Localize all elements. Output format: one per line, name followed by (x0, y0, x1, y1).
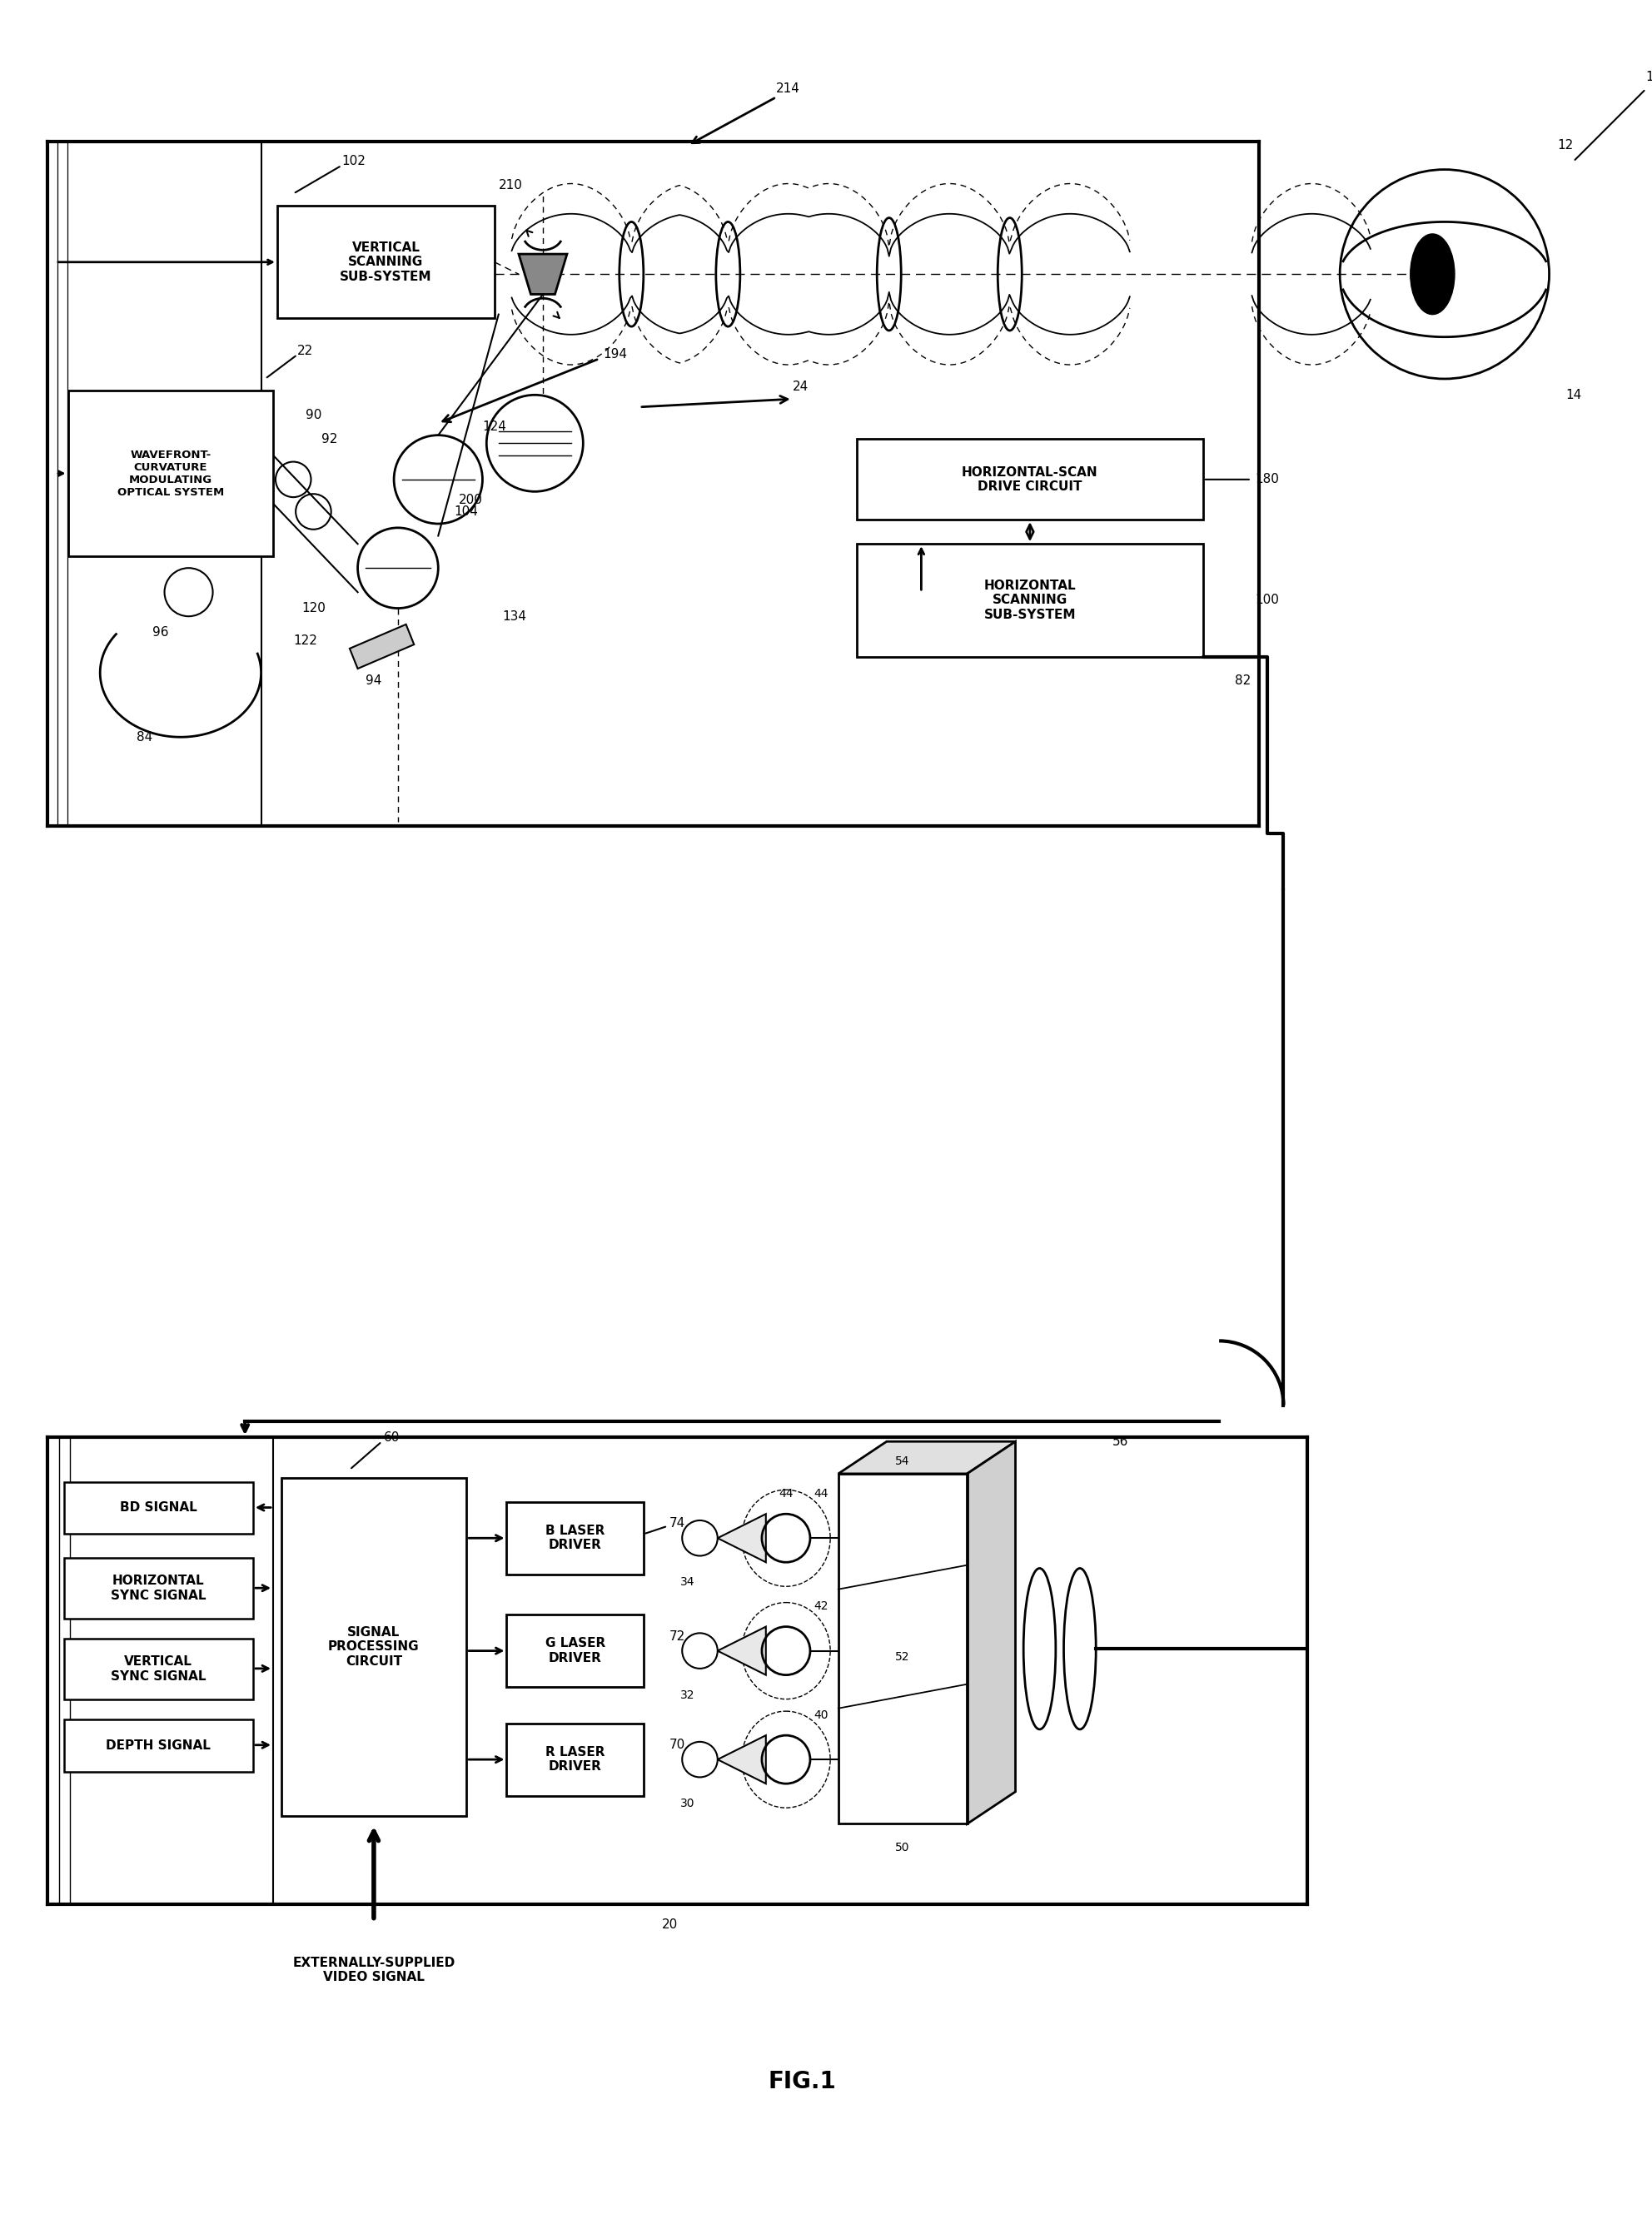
Text: 122: 122 (294, 633, 317, 646)
Text: 134: 134 (502, 611, 527, 622)
Text: HORIZONTAL-SCAN
DRIVE CIRCUIT: HORIZONTAL-SCAN DRIVE CIRCUIT (961, 465, 1099, 494)
Text: WAVEFRONT-
CURVATURE
MODULATING
OPTICAL SYSTEM: WAVEFRONT- CURVATURE MODULATING OPTICAL … (117, 449, 225, 498)
Text: 32: 32 (681, 1689, 695, 1700)
Text: 200: 200 (458, 494, 482, 505)
Text: 84: 84 (137, 731, 152, 744)
Text: 56: 56 (1112, 1435, 1128, 1448)
Text: 30: 30 (681, 1798, 695, 1809)
Bar (838, 1475, 966, 1824)
Text: VERTICAL
SYNC SIGNAL: VERTICAL SYNC SIGNAL (111, 1656, 206, 1683)
Text: 210: 210 (499, 179, 522, 193)
Text: 42: 42 (814, 1601, 829, 1612)
Text: R LASER
DRIVER: R LASER DRIVER (545, 1747, 605, 1773)
Text: 194: 194 (603, 348, 628, 361)
Text: 40: 40 (814, 1709, 829, 1720)
Text: 10: 10 (1645, 71, 1652, 84)
Text: 54: 54 (895, 1457, 910, 1468)
Text: 124: 124 (482, 421, 507, 434)
Text: 96: 96 (152, 627, 169, 638)
Polygon shape (519, 255, 567, 294)
Bar (64, 1638, 253, 1698)
Bar (64, 1559, 253, 1618)
Text: 120: 120 (301, 602, 325, 615)
Text: 44: 44 (778, 1488, 793, 1499)
Polygon shape (966, 1441, 1016, 1824)
Text: DEPTH SIGNAL: DEPTH SIGNAL (106, 1740, 211, 1751)
Text: 82: 82 (1236, 675, 1251, 686)
Text: SIGNAL
PROCESSING
CIRCUIT: SIGNAL PROCESSING CIRCUIT (329, 1625, 420, 1667)
Text: 60: 60 (383, 1430, 400, 1444)
Bar (281, 1477, 466, 1815)
Polygon shape (717, 1514, 767, 1563)
Text: 34: 34 (681, 1576, 695, 1587)
Text: 44: 44 (814, 1488, 829, 1499)
Text: 72: 72 (669, 1630, 686, 1643)
Bar (64, 1481, 253, 1534)
Bar (278, 206, 494, 319)
Text: 50: 50 (895, 1842, 910, 1853)
Bar (507, 1722, 644, 1796)
Text: EXTERNALLY-SUPPLIED
VIDEO SIGNAL: EXTERNALLY-SUPPLIED VIDEO SIGNAL (292, 1957, 454, 1984)
Bar (507, 1614, 644, 1687)
Bar (68, 392, 273, 556)
Text: 102: 102 (342, 155, 365, 168)
Text: 94: 94 (365, 675, 382, 686)
Text: G LASER
DRIVER: G LASER DRIVER (545, 1638, 605, 1665)
Bar (507, 1501, 644, 1574)
Text: 74: 74 (669, 1517, 686, 1530)
Polygon shape (717, 1627, 767, 1676)
Bar (857, 545, 1203, 658)
Text: 14: 14 (1566, 390, 1581, 401)
Bar (64, 1720, 253, 1771)
Text: 214: 214 (776, 82, 800, 95)
Text: HORIZONTAL
SCANNING
SUB-SYSTEM: HORIZONTAL SCANNING SUB-SYSTEM (985, 580, 1075, 620)
Text: BD SIGNAL: BD SIGNAL (121, 1501, 197, 1514)
Text: FIG.1: FIG.1 (768, 2070, 836, 2092)
Text: 90: 90 (306, 410, 322, 421)
Polygon shape (350, 624, 415, 669)
Text: B LASER
DRIVER: B LASER DRIVER (545, 1525, 605, 1552)
Text: 70: 70 (669, 1738, 686, 1751)
Polygon shape (838, 1441, 1016, 1475)
Text: 104: 104 (454, 505, 479, 518)
Text: VERTICAL
SCANNING
SUB-SYSTEM: VERTICAL SCANNING SUB-SYSTEM (340, 241, 431, 283)
Text: 180: 180 (1256, 474, 1279, 485)
Polygon shape (717, 1736, 767, 1784)
Text: 24: 24 (793, 381, 808, 394)
Text: 92: 92 (322, 434, 337, 445)
Ellipse shape (1411, 235, 1455, 314)
Text: 12: 12 (1558, 139, 1573, 151)
Text: 20: 20 (661, 1917, 677, 1931)
Text: HORIZONTAL
SYNC SIGNAL: HORIZONTAL SYNC SIGNAL (111, 1574, 206, 1603)
Text: 22: 22 (297, 345, 314, 356)
Text: 100: 100 (1256, 593, 1279, 607)
Bar (857, 438, 1203, 520)
Text: 52: 52 (895, 1652, 910, 1663)
